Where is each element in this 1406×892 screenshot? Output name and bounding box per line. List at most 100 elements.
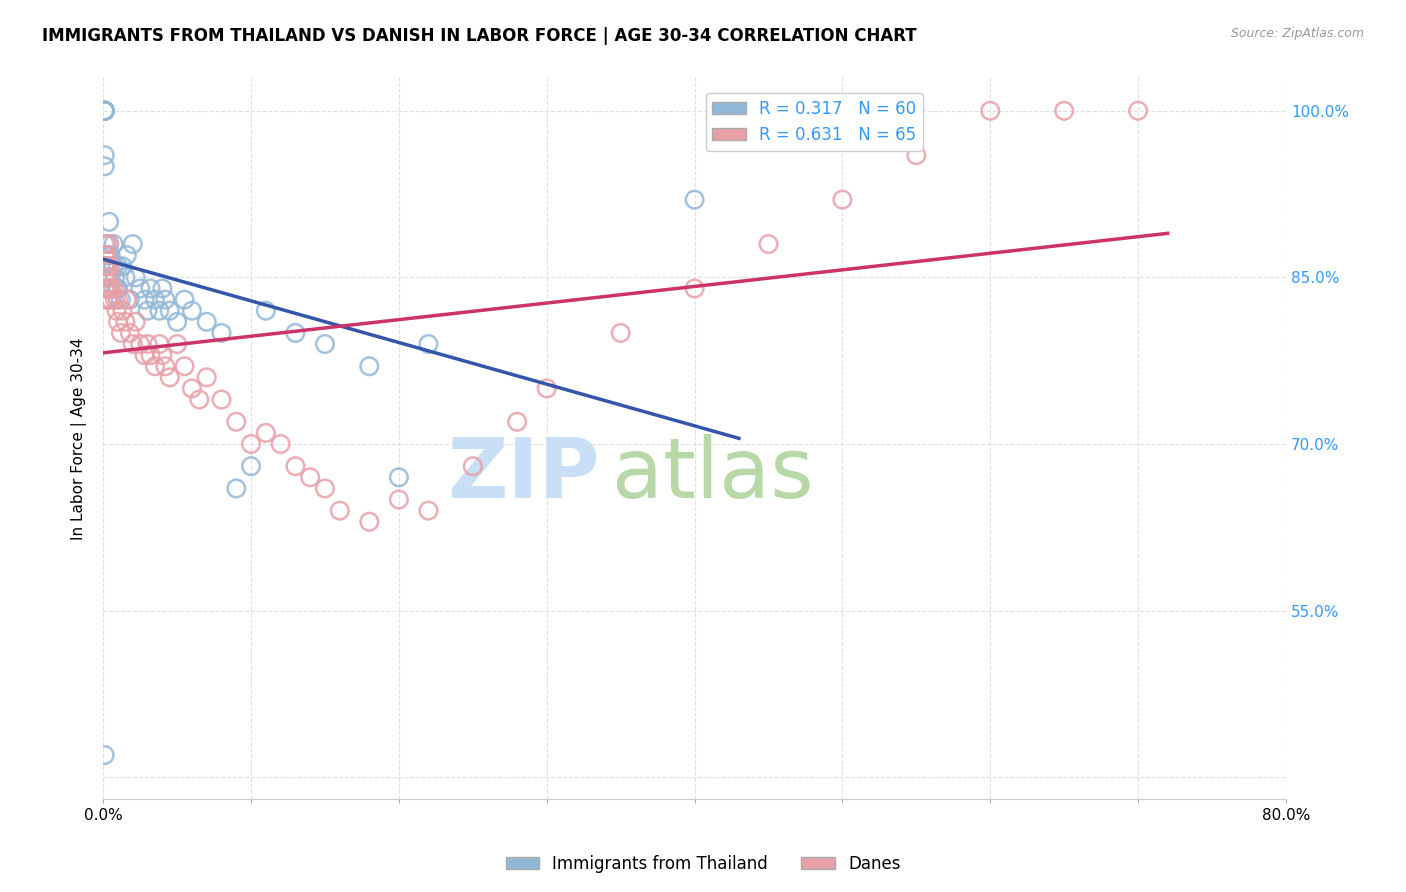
- Point: [314, 337, 336, 351]
- Point: [388, 470, 411, 484]
- Point: [93, 103, 115, 118]
- Point: [831, 193, 853, 207]
- Point: [115, 248, 138, 262]
- Point: [97, 281, 120, 295]
- Point: [166, 337, 188, 351]
- Point: [905, 148, 928, 162]
- Point: [143, 359, 166, 374]
- Point: [254, 303, 277, 318]
- Point: [225, 482, 247, 496]
- Point: [136, 303, 159, 318]
- Point: [107, 281, 129, 295]
- Point: [93, 260, 115, 274]
- Point: [1126, 103, 1149, 118]
- Point: [97, 293, 120, 307]
- Point: [107, 260, 129, 274]
- Point: [270, 437, 292, 451]
- Point: [173, 293, 195, 307]
- Point: [93, 270, 115, 285]
- Point: [159, 370, 181, 384]
- Point: [195, 315, 218, 329]
- Point: [211, 326, 233, 340]
- Point: [159, 303, 181, 318]
- Point: [97, 293, 120, 307]
- Point: [100, 260, 122, 274]
- Point: [100, 270, 122, 285]
- Point: [284, 459, 307, 474]
- Point: [418, 337, 440, 351]
- Point: [148, 337, 170, 351]
- Point: [139, 281, 162, 295]
- Point: [314, 482, 336, 496]
- Point: [105, 303, 128, 318]
- Point: [100, 281, 122, 295]
- Point: [329, 503, 352, 517]
- Point: [180, 303, 202, 318]
- Point: [107, 315, 129, 329]
- Point: [97, 248, 120, 262]
- Point: [506, 415, 529, 429]
- Point: [110, 293, 132, 307]
- Point: [180, 381, 202, 395]
- Legend: R = 0.317   N = 60, R = 0.631   N = 65: R = 0.317 N = 60, R = 0.631 N = 65: [706, 93, 922, 151]
- Point: [111, 260, 134, 274]
- Point: [103, 281, 125, 295]
- Y-axis label: In Labor Force | Age 30-34: In Labor Force | Age 30-34: [72, 337, 87, 540]
- Point: [118, 326, 141, 340]
- Text: ZIP: ZIP: [447, 434, 600, 515]
- Point: [129, 281, 152, 295]
- Point: [225, 415, 247, 429]
- Point: [155, 293, 177, 307]
- Point: [240, 437, 263, 451]
- Point: [93, 103, 115, 118]
- Point: [418, 503, 440, 517]
- Text: atlas: atlas: [612, 434, 814, 515]
- Point: [195, 370, 218, 384]
- Point: [96, 260, 118, 274]
- Point: [104, 293, 127, 307]
- Point: [240, 459, 263, 474]
- Point: [98, 215, 121, 229]
- Point: [148, 303, 170, 318]
- Point: [107, 293, 129, 307]
- Point: [121, 237, 143, 252]
- Point: [98, 237, 121, 252]
- Point: [96, 270, 118, 285]
- Point: [683, 193, 706, 207]
- Point: [125, 270, 148, 285]
- Point: [359, 359, 381, 374]
- Point: [93, 103, 115, 118]
- Point: [111, 303, 134, 318]
- Point: [93, 148, 115, 162]
- Point: [121, 337, 143, 351]
- Point: [96, 237, 118, 252]
- Point: [211, 392, 233, 407]
- Text: IMMIGRANTS FROM THAILAND VS DANISH IN LABOR FORCE | AGE 30-34 CORRELATION CHART: IMMIGRANTS FROM THAILAND VS DANISH IN LA…: [42, 27, 917, 45]
- Point: [100, 281, 122, 295]
- Point: [96, 248, 118, 262]
- Point: [103, 237, 125, 252]
- Point: [388, 492, 411, 507]
- Point: [93, 237, 115, 252]
- Point: [97, 260, 120, 274]
- Point: [254, 425, 277, 440]
- Point: [104, 270, 127, 285]
- Point: [359, 515, 381, 529]
- Point: [758, 237, 780, 252]
- Point: [98, 270, 121, 285]
- Point: [96, 281, 118, 295]
- Point: [93, 103, 115, 118]
- Point: [93, 747, 115, 762]
- Point: [284, 326, 307, 340]
- Point: [134, 348, 156, 362]
- Point: [683, 281, 706, 295]
- Point: [96, 260, 118, 274]
- Text: Source: ZipAtlas.com: Source: ZipAtlas.com: [1230, 27, 1364, 40]
- Point: [136, 337, 159, 351]
- Point: [93, 103, 115, 118]
- Point: [93, 103, 115, 118]
- Point: [110, 326, 132, 340]
- Point: [103, 260, 125, 274]
- Point: [150, 281, 173, 295]
- Point: [150, 348, 173, 362]
